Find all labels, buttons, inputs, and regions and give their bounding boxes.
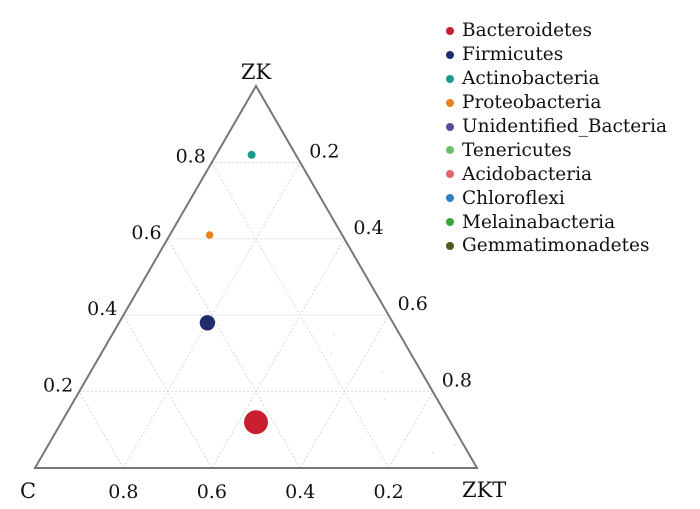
data-point: [247, 150, 256, 159]
legend-label: Tenericutes: [462, 139, 572, 161]
legend-label: Unidentified_Bacteria: [462, 116, 668, 137]
data-point: [332, 333, 335, 336]
grid-lines: [78, 161, 434, 469]
legend-label: Actinobacteria: [462, 68, 600, 90]
tick-label-c: 0.8: [108, 481, 138, 503]
legend-swatch-icon: [446, 170, 454, 179]
gridline-zkt: [299, 314, 390, 469]
tick-label-zk: 0.8: [176, 145, 206, 167]
legend-label: Gemmatimonadetes: [462, 235, 650, 257]
tick-label-zkt: 0.8: [442, 370, 472, 392]
legend-label: Chloroflexi: [462, 187, 565, 209]
legend-swatch-icon: [446, 241, 454, 250]
legend-item: Chloroflexi: [446, 186, 667, 210]
tick-label-zk: 0.4: [87, 298, 117, 320]
legend-item: Proteobacteria: [446, 91, 667, 115]
tick-label-c: 0.4: [285, 481, 315, 503]
tick-label-zk: 0.6: [131, 222, 161, 244]
tick-label-zkt: 0.2: [309, 140, 339, 162]
tick-label-zkt: 0.4: [353, 217, 383, 239]
vertex-label-zkt: ZKT: [462, 478, 506, 502]
tick-label-zkt: 0.6: [398, 293, 428, 315]
legend-swatch-icon: [446, 122, 454, 131]
legend: Bacteroidetes Firmicutes Actinobacteria Pro…: [446, 19, 667, 258]
legend-item: Firmicutes: [446, 43, 667, 67]
gridline-zkt: [211, 238, 345, 469]
gridline-c: [78, 391, 124, 469]
legend-swatch-icon: [446, 50, 454, 59]
triangle-frame: [33, 84, 479, 469]
data-points: [199, 150, 456, 454]
legend-item: Melainabacteria: [446, 210, 667, 234]
tick-label-zk: 0.2: [43, 375, 73, 397]
legend-swatch-icon: [446, 98, 454, 107]
legend-label: Acidobacteria: [462, 163, 593, 185]
legend-item: Gemmatimonadetes: [446, 234, 667, 258]
legend-label: Melainabacteria: [462, 211, 616, 233]
data-point: [199, 315, 216, 331]
legend-item: Unidentified_Bacteria: [446, 115, 667, 139]
gridline-c: [167, 238, 301, 469]
data-point: [205, 231, 214, 239]
tick-labels: 0.2 0.4 0.6 0.8 0.2 0.4 0.6 0.8 0.2 0.4 0.6 0.8: [43, 140, 472, 503]
data-point: [431, 451, 434, 454]
legend-swatch-icon: [446, 194, 454, 203]
data-point: [381, 371, 383, 374]
legend-item: Acidobacteria: [446, 162, 667, 186]
legend-item: Tenericutes: [446, 138, 667, 162]
data-point: [244, 410, 268, 435]
legend-item: Actinobacteria: [446, 67, 667, 91]
gridline-zkt: [388, 391, 434, 469]
legend-item: Bacteroidetes: [446, 19, 667, 43]
legend-swatch-icon: [446, 218, 454, 227]
vertex-label-zk: ZK: [241, 60, 272, 84]
legend-swatch-icon: [446, 146, 454, 155]
legend-swatch-icon: [446, 26, 454, 35]
tick-label-c: 0.6: [197, 481, 227, 503]
gridline-c: [122, 314, 213, 469]
tick-label-c: 0.2: [373, 481, 403, 503]
vertex-label-c: C: [20, 479, 36, 503]
data-point: [383, 398, 386, 401]
legend-swatch-icon: [446, 74, 454, 83]
legend-label: Proteobacteria: [462, 92, 602, 114]
data-point: [454, 444, 456, 446]
legend-label: Bacteroidetes: [462, 20, 592, 42]
legend-label: Firmicutes: [462, 44, 564, 66]
data-point: [330, 352, 332, 355]
